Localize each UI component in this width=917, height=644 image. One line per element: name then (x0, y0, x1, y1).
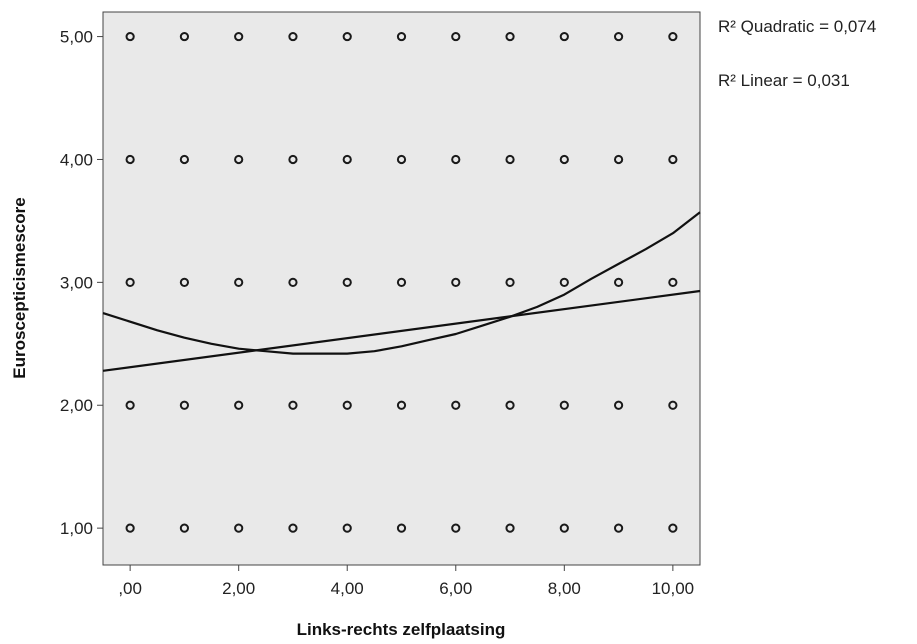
data-point (668, 31, 678, 42)
data-point (613, 154, 624, 165)
data-point (234, 523, 244, 533)
fit-lines (102, 211, 701, 372)
data-point (125, 31, 135, 42)
linear-fit-line (102, 289, 701, 372)
data-point (179, 400, 190, 410)
data-point (342, 400, 352, 410)
data-point (613, 277, 624, 287)
x-tick-label: 2,00 (222, 579, 255, 598)
x-tick-label: 6,00 (439, 579, 472, 598)
data-point (342, 277, 352, 287)
data-point (668, 277, 678, 287)
data-point (288, 400, 298, 410)
data-point (451, 400, 461, 410)
data-point (505, 154, 515, 165)
x-tick-label: 8,00 (548, 579, 581, 598)
x-axis-ticks: ,00 2,00 4,00 6,00 8,00 10,00 (118, 565, 694, 598)
x-axis-title: Links-rechts zelfplaatsing (297, 620, 506, 639)
data-point (342, 31, 352, 42)
data-point (179, 523, 190, 533)
data-point (234, 277, 244, 287)
data-point (668, 154, 678, 165)
plot-area (102, 11, 701, 566)
data-point (288, 523, 298, 533)
data-point (451, 523, 461, 533)
data-point (396, 277, 407, 287)
y-tick-label: 5,00 (60, 28, 93, 47)
data-point (125, 154, 135, 165)
data-point (125, 400, 135, 410)
data-point (125, 523, 135, 533)
y-axis-ticks: 1,00 2,00 3,00 4,00 5,00 (60, 28, 103, 538)
x-tick-label: 10,00 (652, 579, 695, 598)
data-point (668, 400, 678, 410)
data-points (125, 31, 678, 533)
data-point (451, 154, 461, 165)
data-point (342, 523, 352, 533)
data-point (613, 31, 624, 42)
data-point (559, 523, 569, 533)
data-point (451, 277, 461, 287)
r-squared-linear-label: R² Linear = 0,031 (718, 71, 850, 90)
data-point (288, 31, 298, 42)
data-point (668, 523, 678, 533)
data-point (125, 277, 135, 287)
y-axis-title: Euroscepticismescore (10, 197, 29, 378)
data-point (396, 523, 407, 533)
data-point (559, 31, 569, 42)
data-point (234, 31, 244, 42)
data-point (505, 31, 515, 42)
data-point (451, 31, 461, 42)
data-point (234, 154, 244, 165)
data-point (288, 277, 298, 287)
data-point (234, 400, 244, 410)
data-point (559, 277, 569, 287)
data-point (396, 400, 407, 410)
r-squared-quadratic-label: R² Quadratic = 0,074 (718, 17, 876, 36)
data-point (179, 277, 190, 287)
data-point (396, 154, 407, 165)
data-point (505, 277, 515, 287)
data-point (559, 154, 569, 165)
y-tick-label: 2,00 (60, 396, 93, 415)
data-point (179, 31, 190, 42)
data-point (505, 400, 515, 410)
y-tick-label: 1,00 (60, 519, 93, 538)
data-point (559, 400, 569, 410)
x-tick-label: 4,00 (331, 579, 364, 598)
data-point (613, 400, 624, 410)
data-point (396, 31, 407, 42)
data-point (288, 154, 298, 165)
y-tick-label: 3,00 (60, 273, 93, 292)
quadratic-fit-line (102, 211, 701, 355)
data-point (342, 154, 352, 165)
y-tick-label: 4,00 (60, 150, 93, 169)
data-point (179, 154, 190, 165)
x-tick-label: ,00 (118, 579, 142, 598)
data-point (613, 523, 624, 533)
data-point (505, 523, 515, 533)
